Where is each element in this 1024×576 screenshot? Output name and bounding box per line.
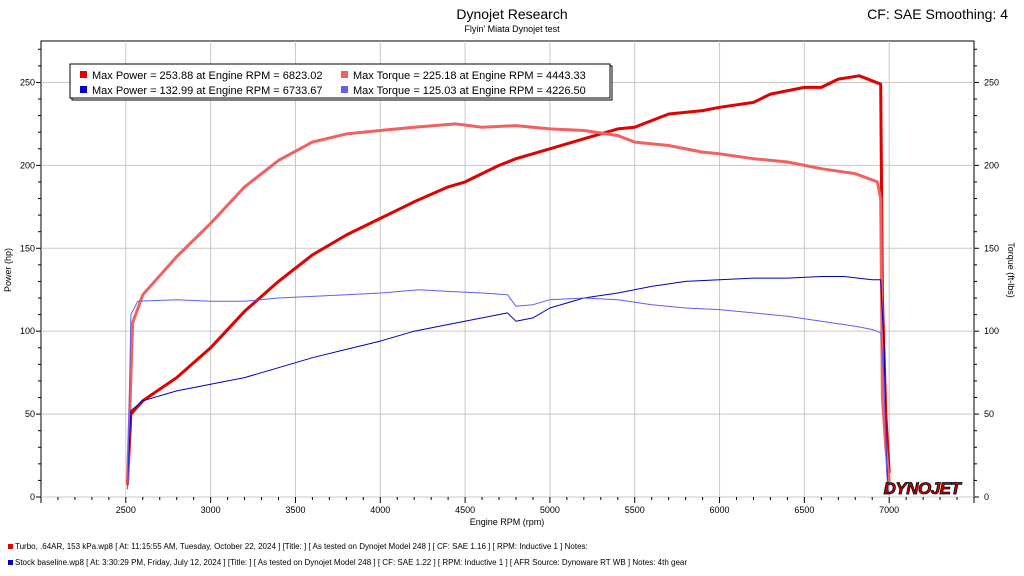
- legend-text: Max Torque = 225.18 at Engine RPM = 4443…: [353, 70, 586, 82]
- legend-text: Max Torque = 125.03 at Engine RPM = 4226…: [353, 85, 586, 97]
- dynojet-logo: DYNOJET: [884, 479, 963, 498]
- y-tick-label-left: 150: [20, 243, 35, 253]
- y-tick-label-left: 50: [25, 409, 35, 419]
- x-tick-label: 3500: [285, 505, 305, 515]
- grid-lines: [41, 41, 974, 498]
- y-tick-label-right: 100: [984, 326, 999, 336]
- y-tick-label-left: 100: [20, 326, 35, 336]
- y-tick-label-right: 50: [984, 409, 994, 419]
- plot-area: [40, 40, 975, 498]
- chart-subtitle: Flyin' Miata Dynojet test: [464, 24, 560, 34]
- series-line-stock-torque: [127, 289, 889, 495]
- run-info-turbo: Turbo, .64AR, 153 kPa.wp8 [ At: 11:15:55…: [8, 542, 588, 551]
- run-color-marker: [8, 544, 13, 550]
- y-tick-label-right: 200: [984, 160, 999, 170]
- x-tick-label: 5000: [540, 505, 560, 515]
- y-tick-label-right: 150: [984, 243, 999, 253]
- legend-swatch: [80, 86, 87, 93]
- x-tick-label: 6500: [794, 505, 814, 515]
- series-line-stock-power: [127, 276, 889, 493]
- legend-item-stock-torque: Max Torque = 125.03 at Engine RPM = 4226…: [341, 85, 586, 97]
- y-tick-label-right: 0: [984, 492, 989, 502]
- x-tick-label: 2500: [116, 505, 136, 515]
- y-tick-label-left: 0: [30, 492, 35, 502]
- legend-swatch: [80, 71, 87, 78]
- legend-text: Max Power = 253.88 at Engine RPM = 6823.…: [92, 70, 323, 82]
- y-axis-left-label: Power (hp): [3, 248, 13, 292]
- run-color-marker: [8, 560, 13, 566]
- run-info-stock: Stock baseline.wp8 [ At: 3:30:29 PM, Fri…: [8, 558, 687, 567]
- y-tick-label-left: 200: [20, 160, 35, 170]
- legend-item-stock-power: Max Power = 132.99 at Engine RPM = 6733.…: [80, 85, 323, 97]
- axis-ticks: 2500 3000 3500 4000 4500 5000 5500 6000 6500 7000…: [20, 48, 999, 515]
- run-info-text: Stock baseline.wp8 [ At: 3:30:29 PM, Fri…: [15, 558, 688, 567]
- y-tick-label-left: 250: [20, 77, 35, 87]
- y-axis-right-label: Torque (ft-lbs): [1006, 242, 1016, 298]
- y-tick-label-right: 250: [984, 77, 999, 87]
- legend-box: Max Power = 253.88 at Engine RPM = 6823.…: [69, 63, 613, 101]
- legend-item-turbo-power: Max Power = 253.88 at Engine RPM = 6823.…: [80, 70, 323, 82]
- x-tick-label: 4500: [455, 505, 475, 515]
- x-tick-label: 5500: [625, 505, 645, 515]
- legend-swatch: [341, 71, 348, 78]
- legend-text: Max Power = 132.99 at Engine RPM = 6733.…: [92, 85, 323, 97]
- legend-item-turbo-torque: Max Torque = 225.18 at Engine RPM = 4443…: [341, 70, 586, 82]
- correction-factor-label: CF: SAE Smoothing: 4: [867, 6, 1008, 22]
- x-axis-label: Engine RPM (rpm): [470, 517, 545, 527]
- x-tick-label: 4000: [370, 505, 390, 515]
- x-tick-label: 7000: [879, 505, 899, 515]
- x-tick-label: 3000: [201, 505, 221, 515]
- run-info-text: Turbo, .64AR, 153 kPa.wp8 [ At: 11:15:55…: [15, 542, 588, 551]
- series-line-turbo-power: [126, 74, 891, 486]
- series-layer: [126, 74, 891, 495]
- legend-swatch: [341, 86, 348, 93]
- series-line-turbo-torque: [126, 122, 891, 486]
- x-tick-label: 6000: [710, 505, 730, 515]
- chart-title: Dynojet Research: [456, 6, 568, 22]
